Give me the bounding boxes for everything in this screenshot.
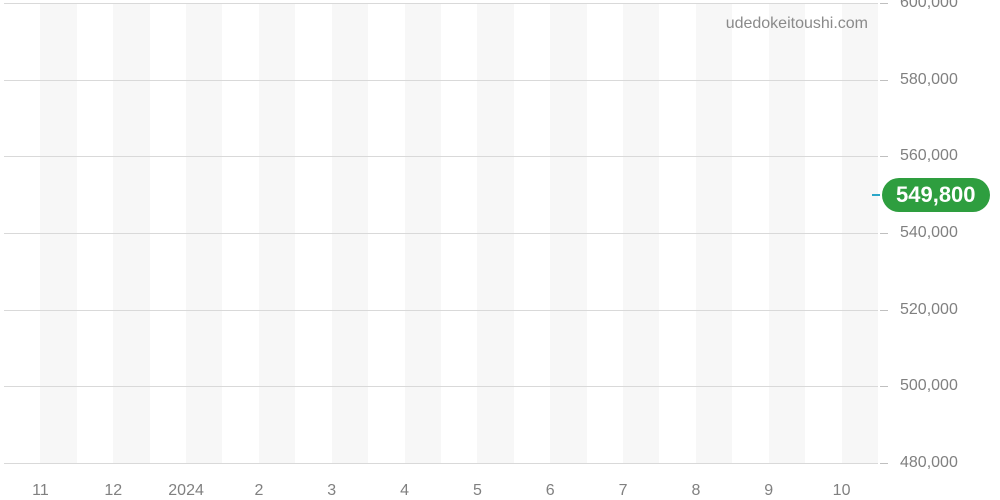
plot-area xyxy=(4,3,878,463)
x-axis-label: 2024 xyxy=(168,482,204,500)
y-axis-label: 520,000 xyxy=(900,301,958,319)
gridline xyxy=(4,156,878,157)
y-tick xyxy=(880,3,888,4)
gridline xyxy=(4,233,878,234)
y-tick xyxy=(880,233,888,234)
y-axis-label: 540,000 xyxy=(900,224,958,242)
gridline xyxy=(4,80,878,81)
y-axis-label: 500,000 xyxy=(900,377,958,395)
gridline xyxy=(4,310,878,311)
current-price-value: 549,800 xyxy=(896,182,976,207)
y-axis-label: 560,000 xyxy=(900,147,958,165)
x-axis-label: 4 xyxy=(400,482,409,500)
y-tick xyxy=(880,80,888,81)
gridline xyxy=(4,386,878,387)
x-axis-label: 7 xyxy=(619,482,628,500)
y-tick xyxy=(880,310,888,311)
y-axis-label: 480,000 xyxy=(900,454,958,472)
price-chart: 480,000 500,000 520,000 540,000 560,000 580,0… xyxy=(0,0,1000,500)
y-axis-label: 580,000 xyxy=(900,71,958,89)
x-axis-label: 11 xyxy=(32,482,49,500)
current-price-tick xyxy=(872,194,880,196)
current-price-badge: 549,800 xyxy=(882,178,990,212)
gridline xyxy=(4,3,878,4)
x-axis-label: 9 xyxy=(764,482,773,500)
y-tick xyxy=(880,463,888,464)
x-axis-label: 6 xyxy=(546,482,555,500)
x-axis-label: 5 xyxy=(473,482,482,500)
x-axis-label: 10 xyxy=(833,482,851,500)
y-axis-label: 600,000 xyxy=(900,0,958,12)
x-axis-label: 8 xyxy=(691,482,700,500)
watermark-text: udedokeitoushi.com xyxy=(726,15,868,33)
y-tick xyxy=(880,386,888,387)
gridline xyxy=(4,463,878,464)
x-axis-label: 3 xyxy=(327,482,336,500)
x-axis-label: 12 xyxy=(104,482,122,500)
x-axis-label: 2 xyxy=(254,482,263,500)
y-tick xyxy=(880,156,888,157)
